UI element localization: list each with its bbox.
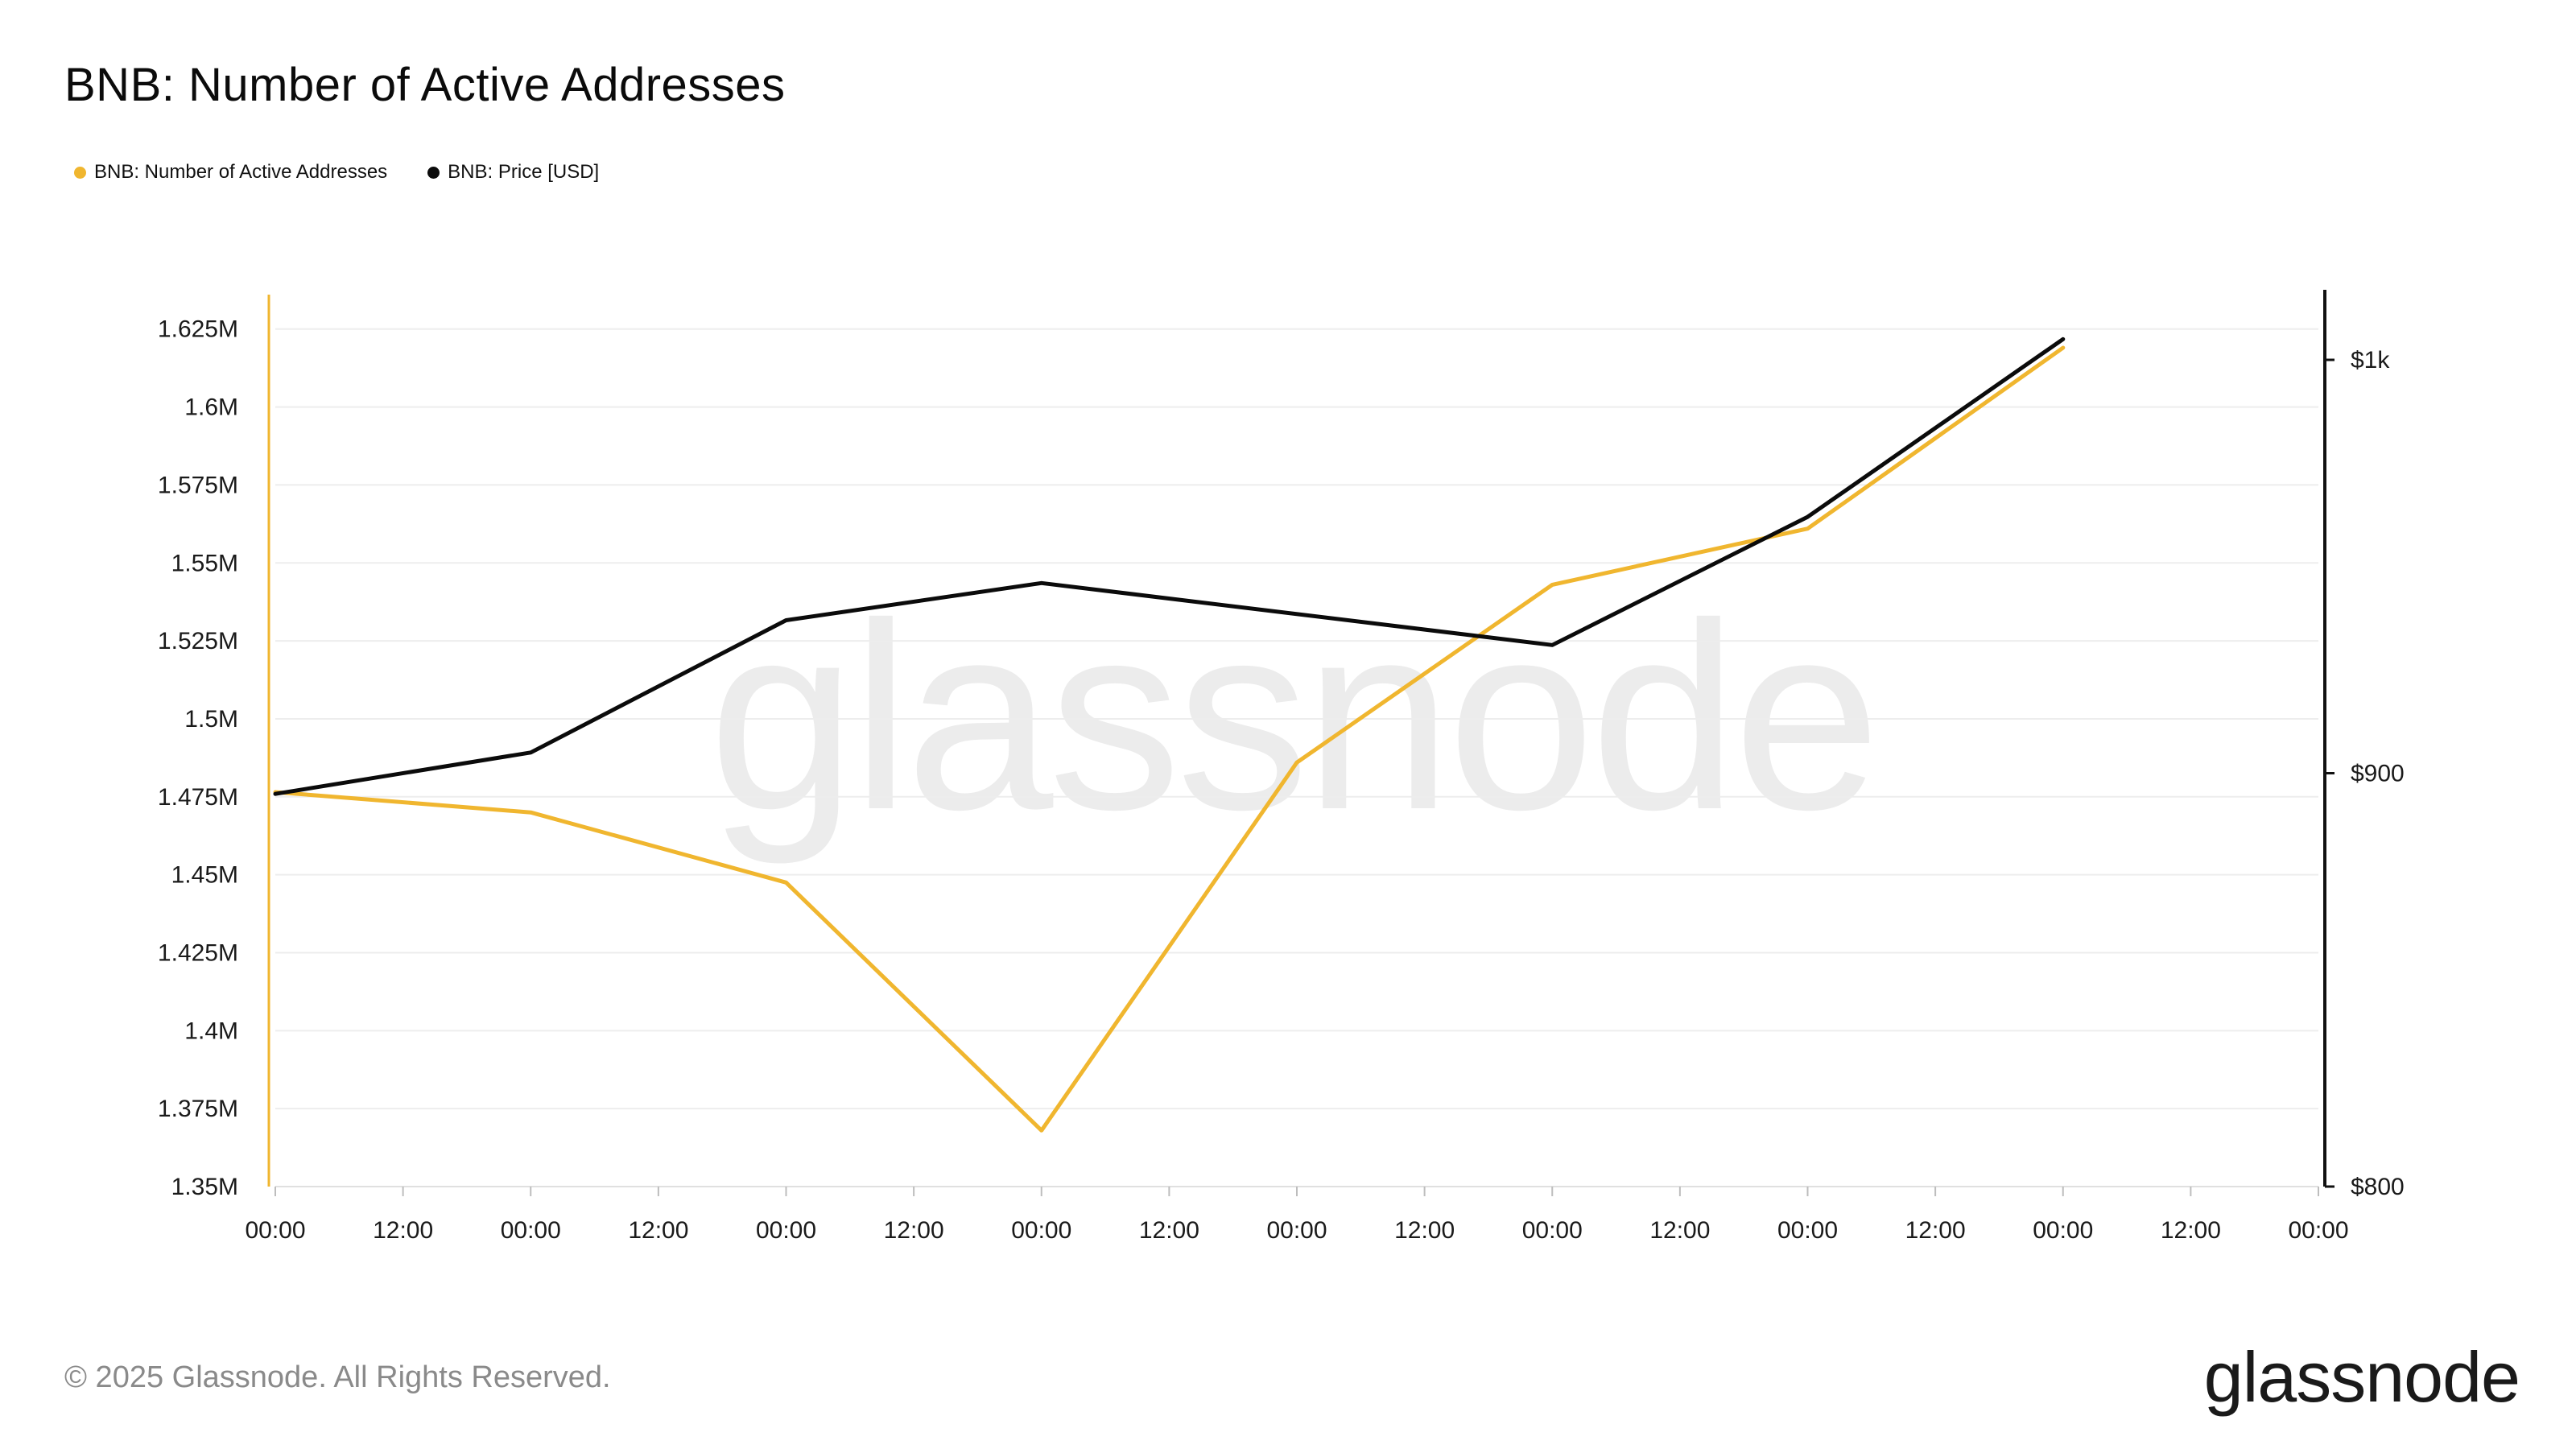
legend-label-price: BNB: Price [USD] bbox=[448, 161, 600, 183]
legend-item-price[interactable]: BNB: Price [USD] bbox=[427, 161, 599, 184]
y-right-tick-label: $900 bbox=[2351, 761, 2405, 787]
x-tick-label: 12:00 bbox=[628, 1217, 688, 1244]
y-left-tick-label: 1.5M bbox=[184, 706, 238, 733]
x-tick-label: 00:00 bbox=[501, 1217, 561, 1244]
y-left-tick-label: 1.45M bbox=[171, 862, 238, 889]
x-tick-label: 12:00 bbox=[884, 1217, 944, 1244]
copyright-text: © 2025 Glassnode. All Rights Reserved. bbox=[64, 1360, 611, 1394]
legend-label-active-addresses: BNB: Number of Active Addresses bbox=[94, 161, 388, 183]
x-tick-label: 00:00 bbox=[2288, 1217, 2348, 1244]
y-left-tick-label: 1.6M bbox=[184, 394, 238, 421]
x-tick-label: 12:00 bbox=[373, 1217, 433, 1244]
x-tick-label: 00:00 bbox=[1522, 1217, 1583, 1244]
legend-item-active-addresses[interactable]: BNB: Number of Active Addresses bbox=[74, 161, 387, 184]
x-tick-label: 00:00 bbox=[245, 1217, 305, 1244]
y-left-tick-label: 1.575M bbox=[158, 472, 238, 498]
x-tick-label: 00:00 bbox=[1266, 1217, 1327, 1244]
y-left-tick-label: 1.425M bbox=[158, 939, 238, 966]
x-tick-label: 12:00 bbox=[1905, 1217, 1966, 1244]
y-left-tick-label: 1.4M bbox=[184, 1018, 238, 1044]
x-tick-label: 00:00 bbox=[2033, 1217, 2093, 1244]
legend-dot-active-addresses bbox=[74, 166, 86, 179]
x-tick-label: 00:00 bbox=[1011, 1217, 1071, 1244]
x-tick-label: 12:00 bbox=[1649, 1217, 1710, 1244]
legend-dot-price bbox=[427, 166, 440, 179]
x-tick-label: 00:00 bbox=[1777, 1217, 1838, 1244]
glassnode-logo: glassnode bbox=[2203, 1337, 2520, 1417]
x-tick-label: 12:00 bbox=[2161, 1217, 2221, 1244]
legend: BNB: Number of Active Addresses BNB: Pri… bbox=[74, 161, 599, 184]
y-left-tick-label: 1.525M bbox=[158, 628, 238, 654]
y-left-tick-label: 1.375M bbox=[158, 1096, 238, 1122]
x-tick-label: 00:00 bbox=[756, 1217, 816, 1244]
chart-title: BNB: Number of Active Addresses bbox=[64, 59, 786, 111]
x-tick-label: 12:00 bbox=[1139, 1217, 1199, 1244]
y-left-tick-label: 1.55M bbox=[171, 550, 238, 576]
y-right-tick-label: $800 bbox=[2351, 1174, 2405, 1200]
series-line-active-addresses bbox=[273, 345, 2066, 1133]
y-right-tick-label: $1k bbox=[2351, 347, 2390, 374]
x-tick-label: 12:00 bbox=[1394, 1217, 1455, 1244]
y-left-tick-label: 1.475M bbox=[158, 784, 238, 811]
y-left-tick-label: 1.625M bbox=[158, 316, 238, 343]
series-line-price bbox=[273, 336, 2066, 796]
y-left-tick-label: 1.35M bbox=[171, 1174, 238, 1200]
